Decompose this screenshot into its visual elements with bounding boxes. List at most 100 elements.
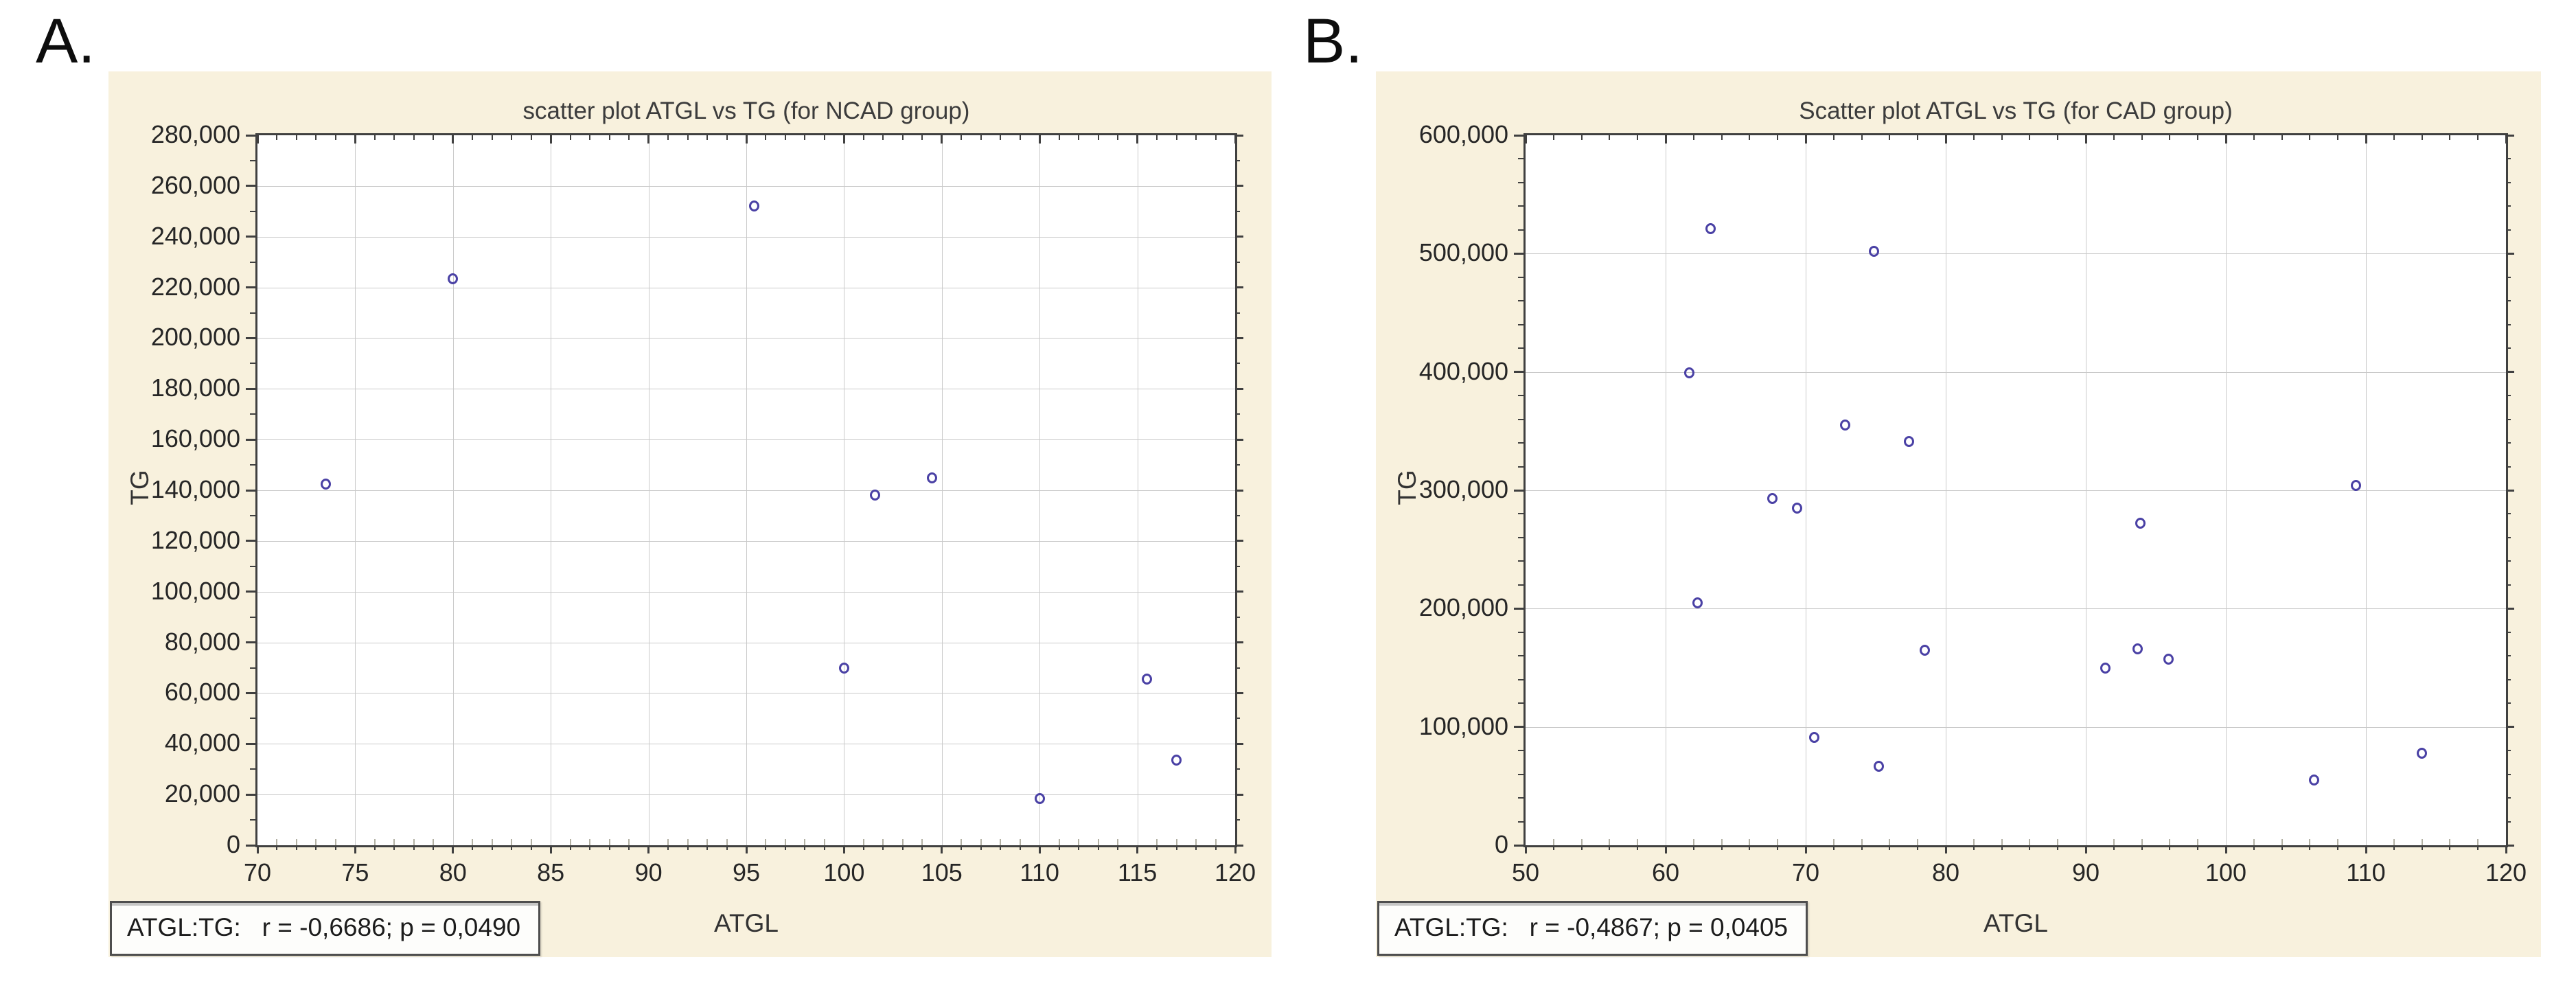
- axis-tick: [1058, 845, 1060, 850]
- axis-tick-minor: [472, 839, 474, 845]
- axis-tick: [1514, 844, 1523, 847]
- axis-tick: [2281, 135, 2283, 140]
- y-tick-label: 400,000: [1418, 356, 1508, 385]
- axis-tick: [1524, 845, 1527, 853]
- correlation-text-cad: ATGL:TG: r = -0,4867; p = 0,0405: [1394, 913, 1789, 941]
- axis-tick: [250, 718, 255, 720]
- axis-tick-minor: [1609, 839, 1611, 845]
- axis-tick: [882, 845, 884, 850]
- axis-tick-minor: [628, 839, 630, 845]
- axis-tick: [354, 845, 356, 853]
- axis-tick: [2393, 135, 2395, 140]
- axis-tick: [1518, 229, 1523, 231]
- axis-tick-minor: [530, 839, 532, 845]
- axis-tick: [2506, 489, 2514, 492]
- axis-tick: [941, 845, 943, 853]
- axis-tick: [706, 845, 709, 850]
- gridline-horizontal: [257, 236, 1235, 238]
- axis-tick: [961, 135, 963, 140]
- axis-tick-minor: [433, 839, 435, 845]
- axis-tick: [589, 135, 591, 140]
- axis-tick: [2506, 678, 2511, 680]
- axis-tick: [1235, 210, 1240, 212]
- axis-tick: [2393, 845, 2395, 850]
- axis-tick: [276, 135, 278, 140]
- axis-tick: [2506, 134, 2514, 137]
- y-tick-label: 300,000: [1418, 475, 1508, 503]
- axis-tick-minor: [961, 839, 963, 845]
- axis-tick-minor: [921, 839, 923, 845]
- x-tick-label: 80: [1931, 858, 1960, 886]
- axis-tick: [980, 845, 982, 850]
- axis-tick: [726, 135, 728, 140]
- axis-tick: [433, 845, 435, 850]
- axis-tick: [2001, 135, 2003, 140]
- axis-tick-minor: [901, 839, 904, 845]
- axis-tick: [1861, 135, 1863, 140]
- axis-tick-minor: [2337, 839, 2339, 845]
- axis-tick: [1235, 514, 1240, 516]
- axis-tick: [2057, 845, 2059, 850]
- axis-tick: [2506, 773, 2511, 775]
- axis-tick: [1117, 845, 1119, 850]
- axis-tick: [882, 135, 884, 140]
- axis-tick: [1078, 845, 1080, 850]
- axis-tick: [1097, 135, 1099, 140]
- axis-tick: [1777, 135, 1779, 140]
- axis-tick: [2506, 726, 2514, 729]
- axis-tick: [1637, 135, 1639, 140]
- axis-tick: [246, 641, 255, 644]
- axis-tick: [2197, 845, 2199, 850]
- axis-tick: [2113, 845, 2115, 850]
- axis-tick: [1518, 466, 1523, 468]
- axis-tick: [1235, 413, 1240, 415]
- panel-b-label: B.: [1303, 6, 1363, 76]
- axis-tick: [2506, 252, 2514, 255]
- axis-tick-minor: [667, 839, 669, 845]
- axis-tick: [1973, 845, 1975, 850]
- y-tick-label: 80,000: [164, 627, 240, 656]
- axis-tick: [784, 845, 786, 850]
- data-point: [2100, 662, 2111, 674]
- axis-tick: [1609, 845, 1611, 850]
- axis-tick: [250, 312, 255, 314]
- axis-tick: [1514, 726, 1523, 729]
- axis-tick: [472, 845, 474, 850]
- x-tick-label: 50: [1511, 858, 1540, 886]
- axis-tick: [1235, 236, 1243, 238]
- axis-tick: [250, 464, 255, 466]
- y-tick-label: 200,000: [150, 323, 240, 352]
- axis-tick: [1832, 845, 1835, 850]
- axis-tick: [246, 742, 255, 745]
- axis-tick: [393, 845, 395, 850]
- axis-tick: [250, 514, 255, 516]
- gridline-horizontal: [257, 338, 1235, 339]
- axis-tick: [1235, 387, 1243, 390]
- axis-tick: [2224, 845, 2227, 853]
- axis-tick-minor: [315, 839, 317, 845]
- data-point: [1839, 420, 1850, 431]
- axis-tick: [246, 336, 255, 339]
- axis-tick-minor: [1973, 839, 1975, 845]
- axis-tick: [1518, 750, 1523, 752]
- axis-tick-minor: [823, 839, 825, 845]
- x-tick-label: 120: [2485, 858, 2527, 886]
- axis-tick: [1518, 797, 1523, 799]
- axis-tick-minor: [784, 839, 786, 845]
- axis-tick: [1518, 536, 1523, 538]
- data-point: [321, 478, 332, 490]
- gridline-horizontal: [257, 490, 1235, 491]
- axis-tick: [246, 591, 255, 593]
- axis-tick: [334, 135, 336, 140]
- axis-tick-minor: [2057, 839, 2059, 845]
- axis-tick-minor: [2477, 839, 2479, 845]
- axis-tick-minor: [2281, 839, 2283, 845]
- y-tick-label: 0: [1494, 830, 1508, 858]
- axis-tick: [2505, 845, 2507, 853]
- axis-tick-minor: [1637, 839, 1639, 845]
- axis-tick: [250, 768, 255, 770]
- axis-tick-minor: [687, 839, 689, 845]
- axis-tick: [804, 135, 806, 140]
- axis-tick: [2141, 135, 2143, 140]
